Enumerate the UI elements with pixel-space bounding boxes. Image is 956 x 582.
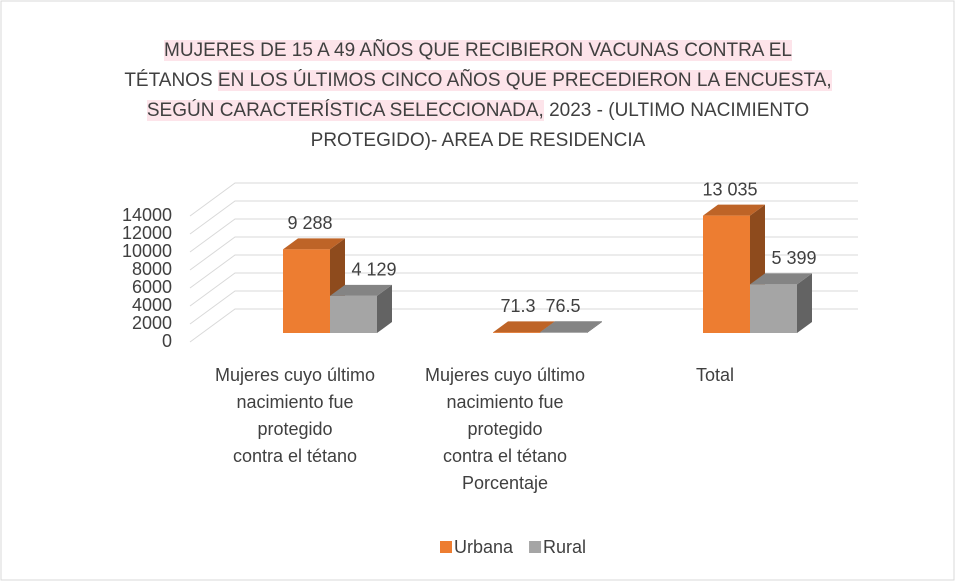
bar-side	[377, 284, 392, 333]
title-part: PROTEGIDO)- AREA DE RESIDENCIA	[310, 130, 646, 151]
legend-label: Rural	[543, 537, 586, 557]
title-part: MUJERES DE 15 A 49 AÑOS QUE RECIBIERON V…	[164, 40, 792, 61]
bar-front	[750, 284, 797, 333]
x-tick-label: contra el tétano	[233, 446, 357, 466]
y-tick-label: 14000	[122, 205, 172, 225]
legend-swatch	[529, 541, 542, 553]
bar-side	[587, 321, 602, 333]
y-tick-label: 12000	[122, 223, 172, 243]
grid-line	[189, 236, 858, 271]
x-tick-label: protegido	[257, 419, 332, 439]
bar-front	[540, 332, 587, 333]
y-tick-label: 2000	[132, 313, 172, 333]
value-label: 4 129	[351, 260, 396, 280]
grid-line	[189, 182, 858, 217]
bar-top	[283, 238, 345, 250]
value-label: 71.3	[500, 296, 535, 316]
grid-line	[189, 290, 858, 325]
grid-line	[189, 308, 858, 343]
title-part: EN LOS ÚLTIMOS CINCO AÑOS QUE PRECEDIERO…	[217, 70, 832, 91]
legend-swatch	[440, 541, 452, 553]
bar-side	[797, 273, 812, 333]
bar	[703, 204, 765, 333]
bar-top	[750, 273, 812, 285]
value-label: 9 288	[287, 213, 332, 233]
title-part: TÉTANOS	[124, 70, 213, 91]
bar	[330, 284, 392, 333]
bar	[750, 273, 812, 333]
bar-front	[330, 295, 377, 333]
grid-line	[189, 200, 858, 235]
value-label: 76.5	[545, 296, 580, 316]
grid-line	[189, 254, 858, 289]
x-tick-label: Mujeres cuyo último	[215, 365, 375, 385]
x-tick-label: nacimiento fue	[236, 392, 353, 412]
chart-title: MUJERES DE 15 A 49 AÑOS QUE RECIBIERON V…	[0, 36, 956, 156]
x-tick-label: Porcentaje	[462, 473, 548, 493]
bar-top	[540, 321, 602, 333]
bar-top	[493, 321, 555, 333]
y-tick-label: 8000	[132, 259, 172, 279]
y-tick-label: 0	[162, 331, 172, 351]
bar-front	[493, 332, 540, 333]
value-label: 5 399	[771, 248, 816, 268]
legend-label: Urbana	[454, 537, 514, 557]
x-tick-label: Total	[696, 365, 734, 385]
title-part: SEGÚN CARACTERÍSTICA SELECCIONADA,	[146, 100, 544, 121]
grid-line	[189, 218, 858, 253]
x-tick-label: protegido	[467, 419, 542, 439]
bar-front	[283, 249, 330, 333]
x-tick-label: nacimiento fue	[446, 392, 563, 412]
bar-top	[703, 204, 765, 216]
bar	[540, 321, 602, 333]
grid-line	[189, 272, 858, 307]
y-tick-label: 6000	[132, 277, 172, 297]
title-part: 2023 - (ULTIMO NACIMIENTO	[549, 100, 810, 121]
value-label: 13 035	[702, 179, 757, 199]
y-tick-label: 10000	[122, 241, 172, 261]
y-tick-label: 4000	[132, 295, 172, 315]
x-tick-label: Mujeres cuyo último	[425, 365, 585, 385]
x-tick-label: contra el tétano	[443, 446, 567, 466]
bar-front	[703, 215, 750, 333]
bar-top	[330, 284, 392, 296]
